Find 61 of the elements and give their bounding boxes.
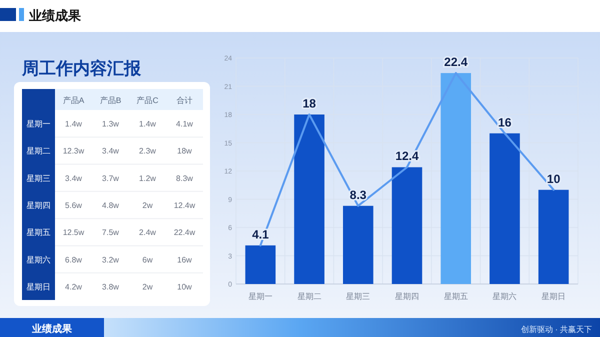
text: 2w — [142, 282, 153, 292]
text: 4.1w — [176, 120, 193, 129]
text: 7.5w — [102, 228, 119, 238]
text: 1.2w — [139, 174, 156, 183]
x-tick-label: 星期四 — [395, 292, 419, 301]
category-label: 合计 — [176, 96, 192, 105]
bar — [440, 73, 471, 284]
x-tick-label: 星期三 — [346, 292, 370, 301]
text: 1.3w — [102, 120, 119, 129]
text: 2.3w — [139, 146, 156, 156]
bar — [392, 167, 422, 284]
text: 18w — [177, 146, 192, 156]
text: 3.4w — [65, 174, 82, 183]
x-tick-label: 星期一 — [248, 292, 272, 301]
x-tick-label: 星期二 — [297, 292, 322, 301]
text: 2w — [142, 201, 153, 210]
text: 16w — [177, 255, 192, 264]
text: 3.4w — [102, 146, 119, 156]
text: 12.3w — [62, 146, 84, 156]
text: 业绩成果 — [28, 8, 82, 23]
text: 创新驱动 · 共赢天下 — [520, 325, 592, 334]
category-label: 产品C — [136, 96, 159, 105]
text: 4.2w — [65, 282, 82, 292]
text: 6w — [142, 255, 153, 264]
text: 周工作内容汇报 — [21, 59, 142, 78]
text: 1.4w — [139, 120, 156, 129]
category-label: 产品B — [100, 96, 122, 105]
text: 5.6w — [65, 201, 82, 210]
text: 4.8w — [102, 201, 119, 210]
data-label: 10 — [546, 172, 561, 186]
category-label: 星期四 — [26, 201, 50, 210]
category-label: 星期五 — [26, 228, 50, 238]
data-label: 22.4 — [444, 55, 468, 70]
x-tick-label: 星期日 — [542, 292, 566, 301]
text: 8.3w — [176, 174, 193, 183]
text: 3.2w — [102, 255, 119, 264]
bar — [245, 245, 276, 284]
x-tick-label: 星期五 — [444, 292, 468, 301]
category-label: 产品A — [62, 96, 85, 105]
text: 3.7w — [102, 174, 119, 183]
text: 10w — [177, 282, 192, 292]
text: 1.4w — [65, 120, 82, 129]
text: 3.8w — [102, 282, 119, 292]
category-label: 星期二 — [26, 146, 50, 156]
category-label: 星期日 — [26, 282, 50, 292]
category-label: 星期三 — [26, 174, 50, 183]
data-label: 18 — [302, 96, 316, 110]
text: 22.4w — [174, 228, 196, 238]
text: 业绩成果 — [31, 323, 73, 335]
bar — [490, 133, 520, 284]
x-tick-label: 星期六 — [492, 292, 517, 301]
category-label: 星期一 — [26, 120, 50, 129]
data-label: 16 — [498, 115, 512, 130]
text: 2.4w — [139, 228, 156, 238]
bar — [342, 206, 374, 284]
bar — [294, 114, 324, 284]
bar — [538, 190, 569, 284]
text: 6.8w — [65, 255, 82, 264]
text: 12.4w — [174, 201, 196, 210]
text: 12.5w — [62, 228, 84, 238]
category-label: 星期六 — [26, 255, 50, 264]
